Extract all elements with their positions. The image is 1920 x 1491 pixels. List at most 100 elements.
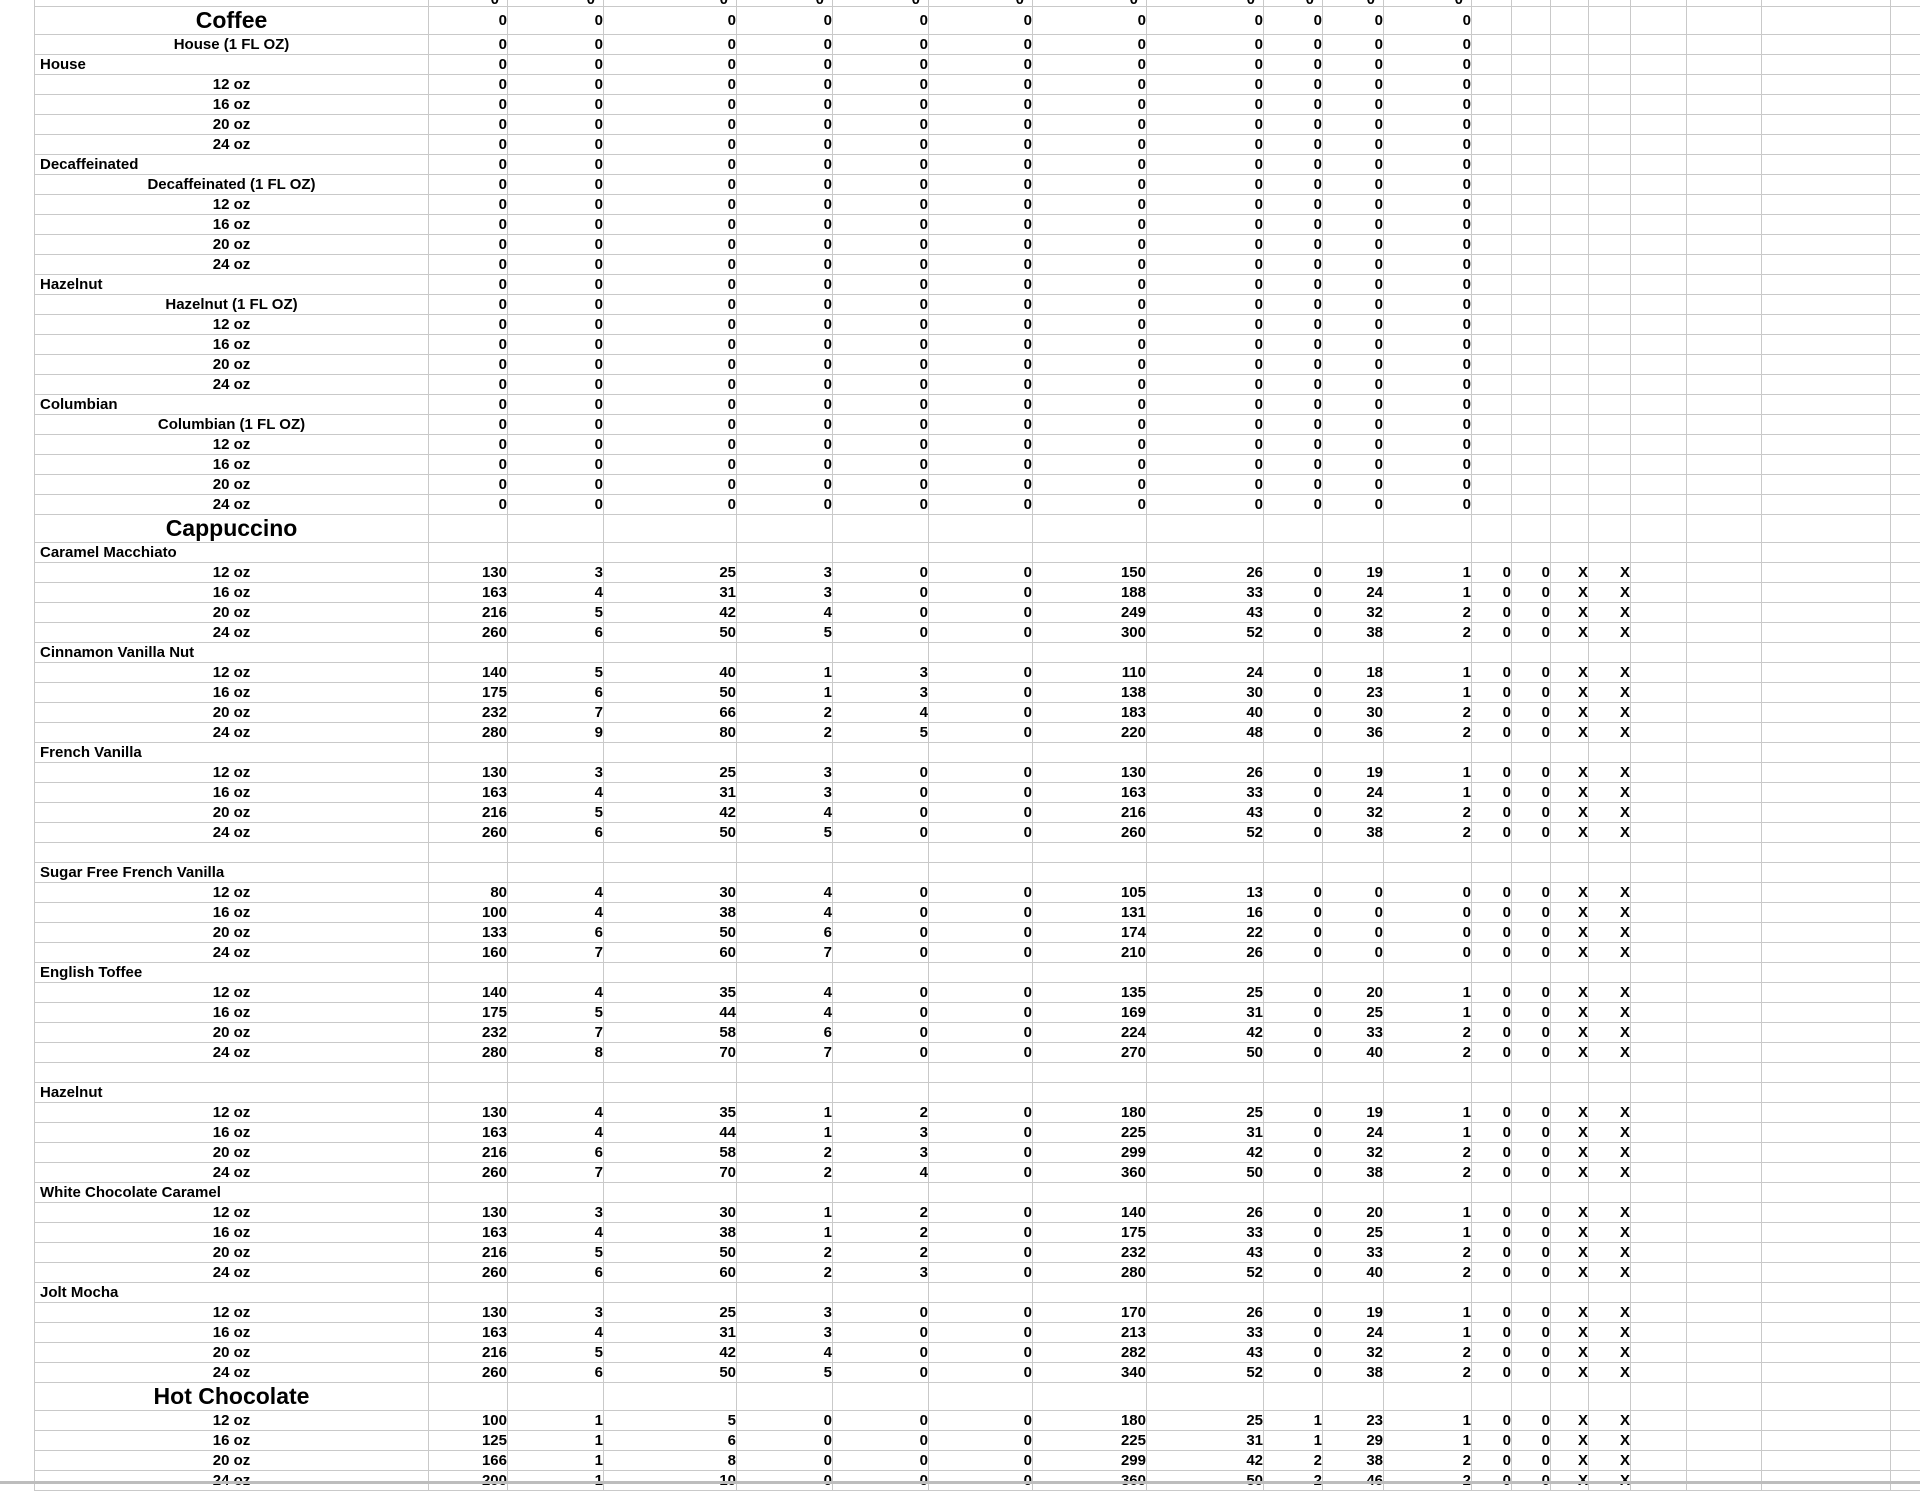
item-name-cell[interactable]: 12 oz: [35, 1410, 429, 1430]
value-cell[interactable]: 1: [737, 1102, 833, 1122]
value-cell[interactable]: 1: [1384, 562, 1472, 582]
value-cell[interactable]: 6: [604, 1430, 737, 1450]
value-cell[interactable]: 0: [1384, 354, 1472, 374]
value-cell[interactable]: 0: [1472, 1222, 1512, 1242]
allergen-cell[interactable]: X: [1551, 1102, 1589, 1122]
empty-cell[interactable]: [1891, 1022, 1920, 1042]
value-cell[interactable]: 0: [1323, 234, 1384, 254]
value-cell[interactable]: 0: [1264, 154, 1323, 174]
value-cell[interactable]: 0: [604, 194, 737, 214]
empty-cell[interactable]: [1687, 514, 1762, 542]
value-cell[interactable]: 38: [1323, 1162, 1384, 1182]
value-cell[interactable]: 44: [604, 1122, 737, 1142]
value-cell[interactable]: 0: [1033, 114, 1147, 134]
empty-cell[interactable]: [1687, 882, 1762, 902]
empty-cell[interactable]: [1687, 494, 1762, 514]
empty-cell[interactable]: [1631, 842, 1687, 862]
value-cell[interactable]: 0: [1384, 194, 1472, 214]
empty-cell[interactable]: [1687, 1202, 1762, 1222]
value-cell[interactable]: 280: [429, 1042, 508, 1062]
empty-cell[interactable]: [1631, 702, 1687, 722]
value-cell[interactable]: 0: [833, 374, 929, 394]
value-cell[interactable]: 0: [429, 6, 508, 34]
value-cell[interactable]: 0: [1147, 94, 1264, 114]
value-cell[interactable]: 40: [1147, 702, 1264, 722]
value-cell[interactable]: 0: [1264, 582, 1323, 602]
value-cell[interactable]: 0: [1147, 414, 1264, 434]
empty-cell[interactable]: [1891, 294, 1920, 314]
empty-cell[interactable]: [1891, 74, 1920, 94]
item-name-cell[interactable]: 16 oz: [35, 94, 429, 114]
value-cell[interactable]: 58: [604, 1022, 737, 1042]
item-name-cell[interactable]: 20 oz: [35, 1142, 429, 1162]
empty-cell[interactable]: [1762, 1342, 1891, 1362]
value-cell[interactable]: [1264, 1182, 1323, 1202]
value-cell[interactable]: 0: [833, 354, 929, 374]
value-cell[interactable]: [604, 514, 737, 542]
value-cell[interactable]: 0: [1512, 1430, 1551, 1450]
value-cell[interactable]: [1472, 842, 1512, 862]
value-cell[interactable]: 0: [833, 34, 929, 54]
empty-cell[interactable]: [1687, 1182, 1762, 1202]
value-cell[interactable]: 0: [737, 1470, 833, 1490]
value-cell[interactable]: 140: [429, 662, 508, 682]
value-cell[interactable]: 50: [604, 682, 737, 702]
value-cell[interactable]: [1472, 1382, 1512, 1410]
value-cell[interactable]: 0: [1323, 374, 1384, 394]
allergen-cell[interactable]: X: [1589, 822, 1631, 842]
value-cell[interactable]: 0: [929, 1162, 1033, 1182]
value-cell[interactable]: 0: [1472, 822, 1512, 842]
value-cell[interactable]: 0: [604, 374, 737, 394]
value-cell[interactable]: 0: [1033, 234, 1147, 254]
empty-cell[interactable]: [1687, 354, 1762, 374]
empty-cell[interactable]: [1762, 194, 1891, 214]
value-cell[interactable]: 0: [833, 254, 929, 274]
value-cell[interactable]: 0: [1323, 394, 1384, 414]
value-cell[interactable]: [1512, 642, 1551, 662]
value-cell[interactable]: [1147, 542, 1264, 562]
value-cell[interactable]: 0: [1512, 1042, 1551, 1062]
value-cell[interactable]: 0: [1264, 194, 1323, 214]
value-cell[interactable]: 2: [1384, 1042, 1472, 1062]
item-name-cell[interactable]: 20 oz: [35, 234, 429, 254]
item-name-cell[interactable]: 16 oz: [35, 214, 429, 234]
value-cell[interactable]: 3: [833, 1122, 929, 1142]
value-cell[interactable]: 0: [1147, 434, 1264, 454]
value-cell[interactable]: 0: [1323, 922, 1384, 942]
value-cell[interactable]: 0: [1264, 1122, 1323, 1142]
value-cell[interactable]: 210: [1033, 942, 1147, 962]
empty-cell[interactable]: [1687, 1082, 1762, 1102]
value-cell[interactable]: 3: [737, 762, 833, 782]
value-cell[interactable]: [1512, 154, 1551, 174]
empty-cell[interactable]: [1687, 1062, 1762, 1082]
empty-cell[interactable]: [1891, 1470, 1920, 1490]
value-cell[interactable]: 225: [1033, 1430, 1147, 1450]
value-cell[interactable]: 0: [604, 354, 737, 374]
empty-cell[interactable]: [1891, 902, 1920, 922]
value-cell[interactable]: 0: [604, 414, 737, 434]
value-cell[interactable]: 4: [508, 1102, 604, 1122]
item-name-cell[interactable]: 24 oz: [35, 622, 429, 642]
empty-cell[interactable]: [1631, 254, 1687, 274]
value-cell[interactable]: 0: [1472, 802, 1512, 822]
value-cell[interactable]: 0: [833, 802, 929, 822]
empty-cell[interactable]: [1891, 1042, 1920, 1062]
value-cell[interactable]: 0: [508, 254, 604, 274]
value-cell[interactable]: 6: [508, 1262, 604, 1282]
value-cell[interactable]: 0: [1512, 1410, 1551, 1430]
allergen-cell[interactable]: X: [1551, 1122, 1589, 1142]
value-cell[interactable]: 0: [1033, 174, 1147, 194]
allergen-cell[interactable]: X: [1589, 562, 1631, 582]
value-cell[interactable]: 0: [1033, 454, 1147, 474]
value-cell[interactable]: 166: [429, 1450, 508, 1470]
value-cell[interactable]: 0: [1472, 702, 1512, 722]
empty-cell[interactable]: [1631, 822, 1687, 842]
value-cell[interactable]: 8: [508, 1042, 604, 1062]
empty-cell[interactable]: [1762, 1042, 1891, 1062]
value-cell[interactable]: [1472, 542, 1512, 562]
allergen-cell[interactable]: [1589, 1062, 1631, 1082]
value-cell[interactable]: 216: [429, 1142, 508, 1162]
empty-cell[interactable]: [1891, 134, 1920, 154]
value-cell[interactable]: 0: [604, 314, 737, 334]
item-name-cell[interactable]: 12 oz: [35, 74, 429, 94]
